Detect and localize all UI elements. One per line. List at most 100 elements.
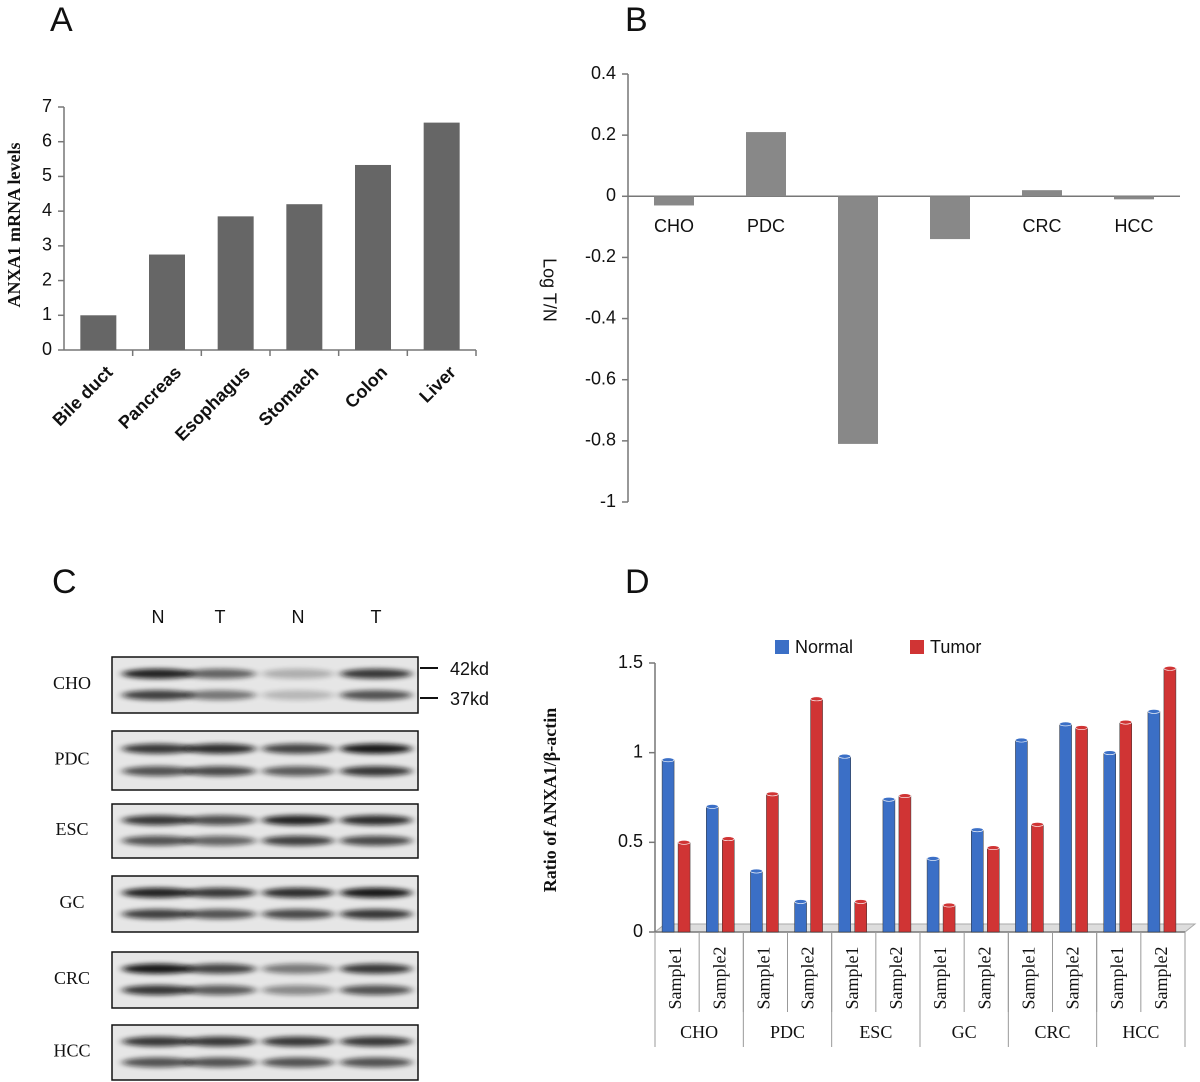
blot-band — [262, 743, 334, 754]
blot-band — [184, 743, 256, 754]
y-tick-label: 1 — [42, 304, 52, 324]
blot-band — [340, 985, 412, 996]
y-tick-label: -1 — [600, 491, 616, 511]
bar-top — [750, 868, 763, 874]
legend-swatch — [910, 640, 924, 654]
bar — [355, 164, 391, 350]
blot-band — [262, 668, 334, 679]
blot-band — [122, 963, 194, 974]
bar — [766, 793, 779, 933]
blot-band — [340, 766, 412, 777]
blot-band — [122, 815, 194, 826]
blot-strip — [111, 875, 419, 933]
bar-top — [1059, 721, 1072, 727]
x-tick-label: Esophagus — [171, 362, 254, 445]
bar — [854, 901, 867, 933]
bar — [750, 870, 763, 933]
bar-top — [854, 899, 868, 904]
bar-top — [1119, 719, 1133, 725]
panel-label: B — [625, 1, 648, 39]
blot-band — [122, 668, 194, 679]
x-tick-label: Sample2 — [798, 947, 818, 1010]
blot-band — [184, 985, 256, 996]
x-tick-label: CHO — [654, 216, 694, 236]
x-tick-label: Colon — [341, 362, 391, 412]
bar — [149, 254, 185, 350]
blot-band — [184, 909, 256, 920]
x-tick-label: Sample2 — [1151, 947, 1171, 1010]
bar — [930, 196, 970, 240]
lane-label: N — [292, 607, 305, 627]
bar — [677, 842, 691, 933]
blot-row-label: PDC — [54, 749, 89, 769]
bar — [794, 901, 807, 933]
bar — [661, 759, 675, 933]
blot-strip — [111, 803, 419, 859]
lane-label: T — [371, 607, 382, 627]
bar — [1114, 196, 1154, 200]
blot-band — [262, 690, 334, 701]
bar — [654, 196, 694, 206]
blot-band — [184, 1057, 256, 1068]
bar — [286, 204, 323, 350]
bar — [1059, 723, 1072, 933]
y-tick-label: 0 — [606, 185, 616, 205]
bar-top — [838, 753, 852, 759]
x-tick-label: Sample1 — [930, 947, 950, 1010]
bar — [706, 806, 719, 933]
bar-top — [1147, 709, 1161, 714]
blot-strip — [111, 1024, 419, 1081]
blot-background — [111, 1024, 419, 1081]
bar-top — [1015, 737, 1028, 743]
bar-top — [898, 793, 912, 799]
bar-top — [926, 856, 940, 861]
bar-top — [1103, 750, 1117, 755]
blot-row-label: CHO — [53, 673, 91, 693]
bar — [1031, 824, 1044, 933]
blot-band — [122, 690, 194, 701]
blot-band — [122, 909, 194, 920]
blot-band — [340, 668, 412, 679]
blot-band — [262, 1057, 334, 1068]
blot-strip — [111, 951, 419, 1009]
bar-top — [1163, 666, 1177, 671]
bar-top — [766, 791, 779, 797]
blot-row-label: HCC — [53, 1041, 90, 1061]
y-tick-label: -0.8 — [585, 430, 616, 450]
blot-background — [111, 875, 419, 933]
blot-band — [340, 963, 412, 974]
x-tick-label: Stomach — [255, 362, 323, 430]
legend-label: Normal — [795, 637, 853, 657]
blot-band — [184, 835, 256, 846]
blot-row-label: GC — [59, 892, 84, 912]
bar — [1147, 711, 1161, 933]
blot-band — [122, 1057, 194, 1068]
y-axis-label: Log T/N — [539, 258, 559, 322]
blot-band — [340, 743, 412, 754]
blot-band — [340, 887, 412, 898]
lane-label: N — [152, 607, 165, 627]
bar — [1119, 721, 1132, 933]
bar-top — [677, 840, 691, 845]
legend-label: Tumor — [930, 637, 981, 657]
bar — [987, 847, 1000, 933]
bar — [882, 799, 896, 933]
bar-top — [1031, 822, 1044, 827]
y-tick-label: 5 — [42, 165, 52, 185]
bar — [838, 196, 878, 444]
y-tick-label: -0.4 — [585, 307, 616, 327]
blot-band — [340, 690, 412, 701]
y-tick-label: 0.5 — [618, 831, 643, 851]
x-tick-label: Sample1 — [842, 947, 862, 1010]
blot-band — [262, 985, 334, 996]
x-tick-label: Bile duct — [49, 362, 117, 430]
y-tick-label: 4 — [42, 200, 52, 220]
panel-label: C — [52, 563, 77, 601]
x-tick-label: Sample2 — [974, 947, 994, 1010]
group-label: ESC — [859, 1022, 892, 1042]
blot-row-label: CRC — [54, 968, 90, 988]
blot-band — [122, 985, 194, 996]
bar — [838, 756, 851, 933]
blot-band — [262, 887, 334, 898]
